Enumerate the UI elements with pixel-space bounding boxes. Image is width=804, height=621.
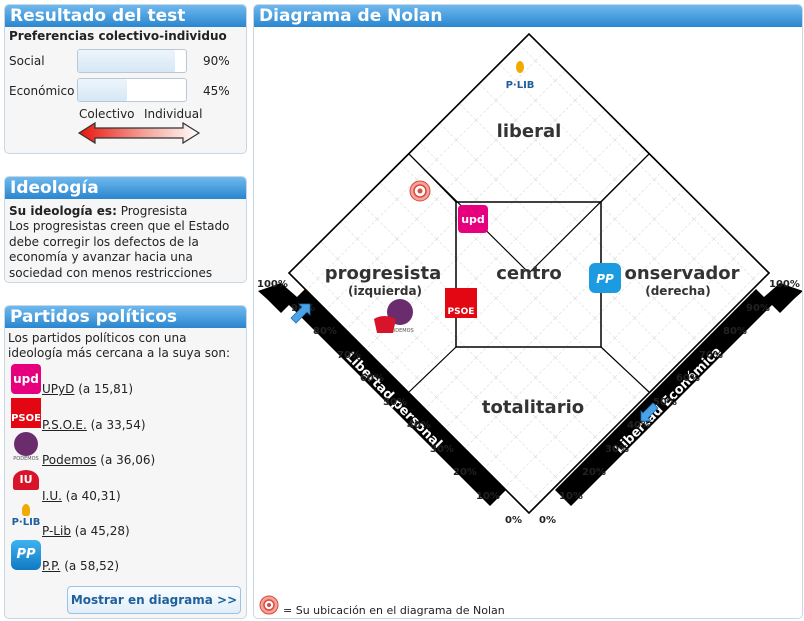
diagram-podemos-text: PODEMOS	[388, 328, 413, 334]
economic-bar-fill	[78, 79, 127, 101]
plib-logo: P·LIB	[11, 504, 41, 534]
right-axis-ticks: 100% 90% 80% 70% 60% 50% 40% 30% 20% 10%…	[539, 279, 800, 526]
diagram-pp-logo: PP	[589, 263, 621, 293]
ideology-title: Ideología	[5, 177, 246, 199]
left-position-indicator-icon	[290, 303, 311, 324]
right-tick-90: 90%	[746, 303, 770, 314]
diagram-pp-text: PP	[596, 272, 614, 286]
pp-logo: PP	[11, 540, 41, 570]
right-tick-80: 80%	[723, 326, 747, 337]
iu-star-icon: IU	[13, 470, 39, 490]
podemos-logo-text: PODEMOS	[13, 456, 39, 462]
left-tick-20: 20%	[453, 467, 477, 478]
party-link-pp[interactable]: P.P.	[42, 559, 61, 573]
nolan-diagram: liberal progresista (izquierda) centro o…	[257, 32, 802, 617]
collective-individual-arrow	[77, 121, 201, 145]
party-link-podemos[interactable]: Podemos	[42, 453, 97, 467]
ideology-value: Progresista	[120, 204, 188, 218]
arrow-left-label: Colectivo	[79, 107, 135, 121]
region-label-totalitario: totalitario	[482, 397, 584, 418]
left-tick-60: 60%	[360, 373, 384, 384]
social-bar-fill	[78, 50, 176, 72]
party-distance-iu: (a 40,31)	[65, 489, 121, 503]
party-link-upyd[interactable]: UPyD	[42, 382, 75, 396]
podemos-circle-icon	[14, 432, 38, 456]
left-axis-arrow	[258, 283, 506, 506]
social-bar	[77, 49, 187, 73]
upyd-logo-text: upd	[13, 372, 39, 386]
diagram-plib-logo: P·LIB	[506, 61, 535, 91]
ideology-description: Los progresistas creen que el Estado deb…	[9, 219, 230, 282]
diagram-psoe-logo: PSOE	[445, 288, 477, 318]
diagram-upyd-text: upd	[461, 213, 485, 226]
region-label-progresista: progresista	[325, 263, 441, 284]
diagram-iu-logo	[374, 316, 396, 333]
arrow-right-label: Individual	[144, 107, 203, 121]
diagram-upyd-logo: upd	[458, 205, 488, 233]
party-distance-plib: (a 45,28)	[74, 524, 130, 538]
iu-logo-text: IU	[19, 473, 33, 486]
plib-logo-text: P·LIB	[11, 517, 41, 528]
party-distance-pp: (a 58,52)	[64, 559, 120, 573]
right-tick-40: 40%	[627, 420, 651, 431]
ideology-panel: Ideología Su ideología es: Progresista L…	[4, 176, 247, 283]
region-label-liberal: liberal	[497, 121, 562, 142]
upyd-logo: upd	[11, 364, 41, 394]
show-in-diagram-button[interactable]: Mostrar en diagrama >>	[67, 586, 241, 614]
left-tick-10: 10%	[476, 491, 500, 502]
party-distance-upyd: (a 15,81)	[78, 382, 134, 396]
legend-target-icon	[259, 595, 279, 615]
economic-bar	[77, 78, 187, 102]
user-location-target-icon	[409, 180, 431, 202]
diagram-psoe-text: PSOE	[448, 307, 475, 317]
iu-logo: IU	[11, 470, 41, 500]
region-label-conservador: onservador	[625, 263, 740, 284]
parties-title: Partidos políticos	[5, 306, 246, 328]
right-tick-20: 20%	[582, 467, 606, 478]
party-distance-podemos: (a 36,06)	[100, 453, 156, 467]
left-tick-100: 100%	[257, 279, 288, 290]
region-label-centro: centro	[496, 263, 562, 284]
diagram-plib-text: P·LIB	[506, 80, 535, 91]
left-tick-0: 0%	[505, 515, 522, 526]
right-tick-30: 30%	[605, 444, 629, 455]
right-tick-0: 0%	[539, 515, 556, 526]
parties-panel: Partidos políticos Los partidos político…	[4, 305, 247, 619]
right-tick-70: 70%	[699, 350, 723, 361]
right-tick-60: 60%	[676, 373, 700, 384]
right-axis-arrow	[555, 283, 802, 506]
right-tick-50: 50%	[653, 397, 677, 408]
right-tick-100: 100%	[769, 279, 800, 290]
party-link-psoe[interactable]: P.S.O.E.	[42, 418, 87, 432]
social-label: Social	[9, 54, 45, 68]
results-panel: Resultado del test Preferencias colectiv…	[4, 4, 247, 154]
left-tick-50: 50%	[383, 397, 407, 408]
economic-value: 45%	[203, 84, 230, 98]
results-subtitle: Preferencias colectivo-individuo	[9, 29, 227, 43]
results-title: Resultado del test	[5, 5, 246, 27]
party-link-plib[interactable]: P-Lib	[42, 524, 71, 538]
economic-label: Económico	[9, 84, 75, 98]
psoe-logo: PSOE	[11, 398, 41, 428]
psoe-logo-text: PSOE	[11, 413, 41, 424]
left-tick-80: 80%	[313, 326, 337, 337]
plib-torch-icon	[22, 504, 30, 516]
right-tick-10: 10%	[559, 491, 583, 502]
left-tick-70: 70%	[337, 350, 361, 361]
party-link-iu[interactable]: I.U.	[42, 489, 62, 503]
nolan-title: Diagrama de Nolan	[254, 5, 802, 27]
party-distance-psoe: (a 33,54)	[90, 418, 146, 432]
region-label-progresista-sub: (izquierda)	[348, 284, 422, 298]
region-label-conservador-sub: (derecha)	[645, 284, 711, 298]
social-value: 90%	[203, 54, 230, 68]
ideology-label: Su ideología es:	[9, 204, 117, 218]
podemos-logo: PODEMOS	[11, 432, 41, 462]
pp-logo-text: PP	[16, 547, 36, 562]
parties-intro: Los partidos políticos con una ideología…	[8, 331, 230, 360]
left-tick-30: 30%	[430, 444, 454, 455]
legend-text: = Su ubicación en el diagrama de Nolan	[283, 604, 505, 617]
nolan-panel: Diagrama de Nolan liberal progresista (i…	[253, 4, 803, 619]
right-position-indicator-icon	[640, 402, 659, 422]
left-tick-40: 40%	[407, 420, 431, 431]
